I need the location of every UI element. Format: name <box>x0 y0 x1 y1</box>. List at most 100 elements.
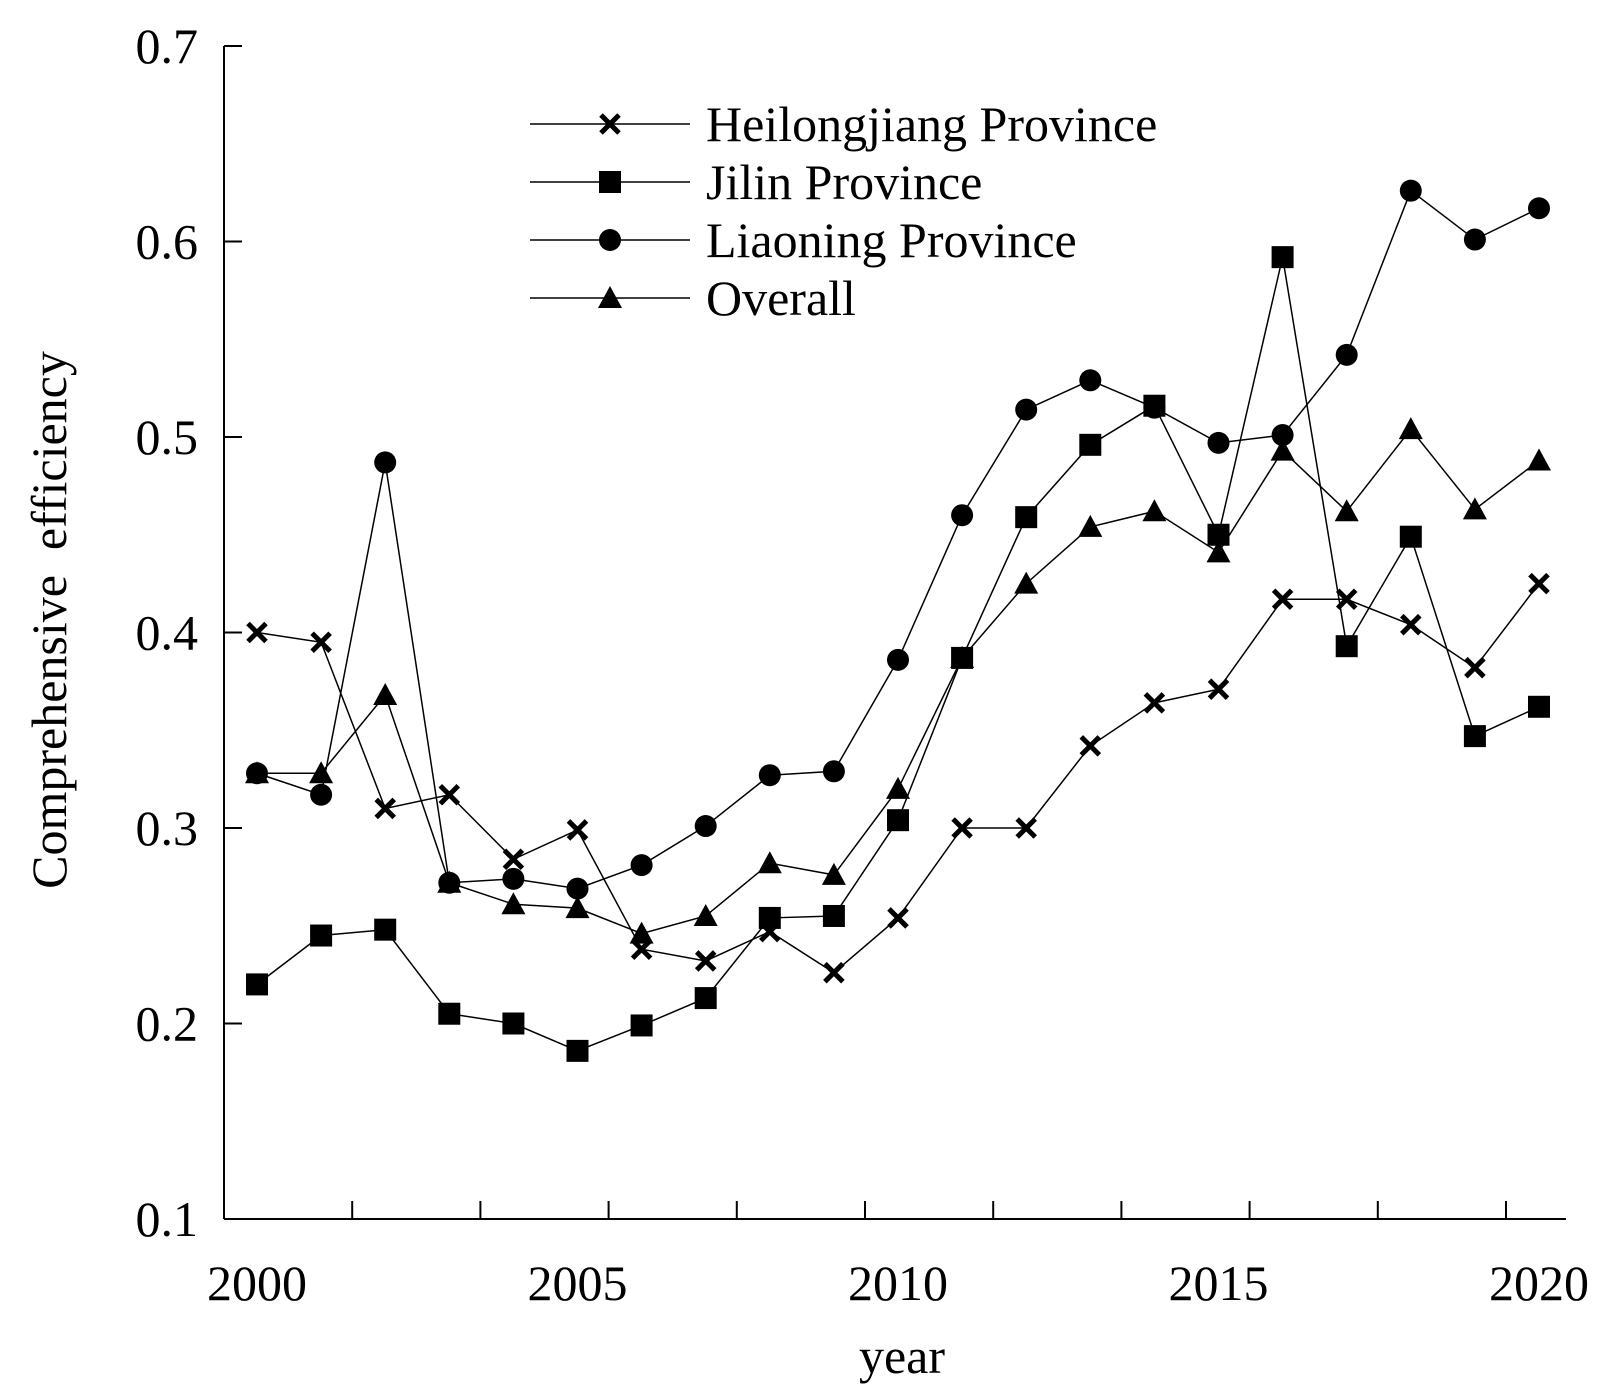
legend-label: Liaoning Province <box>706 212 1077 268</box>
data-point-triangle <box>1270 438 1295 461</box>
marker-stroke <box>374 797 396 820</box>
data-point-square <box>1015 506 1038 529</box>
data-point-circle <box>694 815 717 838</box>
data-point-circle <box>1079 369 1102 392</box>
data-point-square <box>630 1014 653 1037</box>
x-tick-label: 2015 <box>1169 1255 1269 1311</box>
data-point-circle <box>1528 197 1550 220</box>
data-point-x <box>1400 613 1422 636</box>
data-point-triangle <box>821 862 846 885</box>
data-point-x <box>1207 678 1230 700</box>
data-point-triangle <box>1462 497 1487 520</box>
marker-stroke <box>566 819 589 841</box>
legend-item: Jilin Province <box>530 154 982 210</box>
marker-stroke <box>823 961 845 984</box>
data-point-square <box>1463 725 1486 748</box>
y-tick-label: 0.1 <box>136 1191 199 1247</box>
data-point-square <box>887 809 909 832</box>
data-point-circle <box>822 760 845 783</box>
y-tick-label: 0.2 <box>136 996 199 1052</box>
data-point-x <box>1015 817 1037 839</box>
marker-stroke <box>1207 678 1230 700</box>
data-point-circle <box>1143 396 1166 419</box>
series-triangle <box>245 417 1551 944</box>
data-point-square <box>822 904 845 927</box>
data-point-triangle <box>1334 499 1359 522</box>
series-layer <box>245 179 1551 1062</box>
data-point-triangle <box>245 761 269 784</box>
data-point-triangle <box>437 870 462 893</box>
marker-stroke <box>1079 735 1102 757</box>
y-tick-label: 0.3 <box>136 800 199 856</box>
data-point-square <box>310 924 333 947</box>
data-point-x <box>694 950 717 972</box>
data-point-triangle <box>1398 417 1423 440</box>
series-circle <box>246 179 1550 900</box>
x-tick-label: 2000 <box>207 1255 307 1311</box>
data-point-x <box>887 907 909 929</box>
data-point-x <box>599 113 621 135</box>
data-point-triangle <box>501 892 526 915</box>
data-point-square <box>246 973 268 996</box>
data-point-square <box>1399 525 1422 548</box>
marker-stroke <box>1271 588 1294 611</box>
data-point-square <box>374 918 397 941</box>
marker-stroke <box>502 848 525 871</box>
data-point-triangle <box>1078 514 1103 537</box>
data-point-triangle <box>1142 499 1167 522</box>
data-point-triangle <box>373 683 398 706</box>
data-point-triangle <box>565 896 590 919</box>
data-point-square <box>1528 695 1550 718</box>
marker-stroke <box>438 783 461 806</box>
data-point-circle <box>1463 228 1486 251</box>
legend-label: Overall <box>706 270 856 326</box>
data-point-circle <box>502 867 525 890</box>
data-point-square <box>1271 246 1294 269</box>
data-point-square <box>566 1039 589 1062</box>
data-point-circle <box>310 783 333 806</box>
data-point-x <box>374 797 396 820</box>
marker-stroke <box>1143 692 1166 714</box>
data-point-triangle <box>886 776 910 799</box>
data-point-x <box>1528 572 1550 595</box>
marker-stroke <box>310 631 332 654</box>
data-point-x <box>438 783 461 806</box>
marker-stroke <box>1528 572 1550 595</box>
data-point-x <box>951 817 973 839</box>
data-point-triangle <box>309 761 334 784</box>
y-tick-label: 0.6 <box>136 214 199 270</box>
data-point-circle <box>374 451 397 474</box>
data-point-square <box>1207 523 1230 546</box>
data-point-x <box>246 621 268 644</box>
data-point-circle <box>1207 431 1230 454</box>
data-point-x <box>1271 588 1294 611</box>
x-tick-label: 2020 <box>1489 1255 1589 1311</box>
data-point-x <box>823 961 845 984</box>
data-point-square <box>758 906 781 929</box>
marker-stroke <box>246 621 268 644</box>
data-point-triangle <box>1206 540 1231 563</box>
data-point-triangle <box>598 286 622 308</box>
marker-stroke <box>887 907 909 929</box>
legend-label: Jilin Province <box>706 154 982 210</box>
data-point-x <box>1079 735 1102 757</box>
data-point-circle <box>566 877 589 900</box>
data-point-square <box>599 171 621 193</box>
data-point-square <box>694 987 717 1010</box>
data-point-triangle <box>693 903 718 926</box>
legend-item: Liaoning Province <box>530 212 1077 268</box>
legend-label: Heilongjiang Province <box>706 96 1157 152</box>
marker-stroke <box>1015 817 1037 839</box>
legend-item: Heilongjiang Province <box>530 96 1157 152</box>
data-point-circle <box>630 854 653 877</box>
data-point-triangle <box>1014 571 1039 594</box>
data-point-triangle <box>757 851 782 874</box>
data-point-square <box>502 1012 525 1035</box>
data-point-circle <box>1271 424 1294 447</box>
y-tick-label: 0.7 <box>136 18 199 74</box>
data-point-circle <box>951 504 974 527</box>
marker-stroke <box>951 817 973 839</box>
y-axis-title: Comprehensive efficiency <box>21 351 77 889</box>
